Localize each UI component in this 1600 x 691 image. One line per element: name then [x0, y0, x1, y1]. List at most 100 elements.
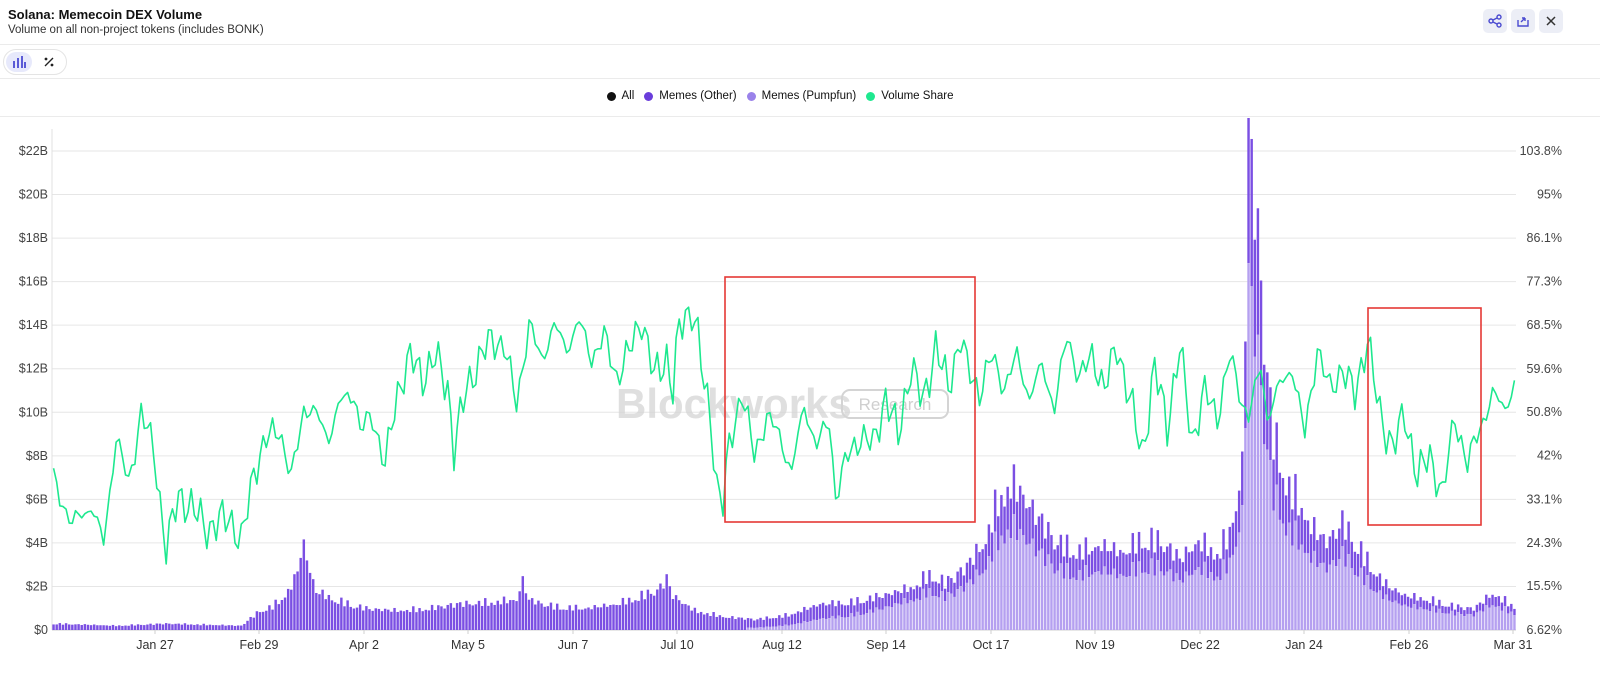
bar-memes-other — [227, 625, 230, 630]
legend-item-memes-other[interactable]: Memes (Other) — [644, 90, 737, 102]
percent-view-button[interactable] — [36, 52, 62, 72]
bar-memes-other — [1428, 603, 1432, 612]
watermark: Blockworks Research — [616, 380, 949, 427]
bar-memes-other — [1056, 545, 1059, 571]
bar-memes-pumpfun — [1300, 544, 1303, 630]
bar-memes-pumpfun — [1394, 600, 1397, 630]
bar-memes-pumpfun — [984, 569, 987, 630]
export-button[interactable] — [1511, 9, 1535, 33]
bar-memes-pumpfun — [1034, 556, 1038, 630]
bar-memes-pumpfun — [1065, 563, 1069, 630]
y-left-tick-label: $20B — [19, 188, 48, 202]
bar-memes-other — [1109, 551, 1113, 575]
bar-memes-other — [815, 606, 819, 621]
legend-item-volume-share[interactable]: Volume Share — [866, 90, 953, 102]
bar-memes-other — [1503, 596, 1507, 607]
bar-memes-pumpfun — [1069, 579, 1072, 630]
watermark-badge — [841, 389, 949, 419]
legend-dot-memes-pumpfun — [746, 91, 756, 101]
y-right-tick-label: 33.1% — [1527, 492, 1562, 506]
bar-memes-other — [1510, 603, 1513, 612]
bar-memes-pumpfun — [778, 625, 781, 630]
bar-memes-other — [1453, 609, 1457, 616]
bar-memes-pumpfun — [1306, 553, 1310, 630]
share-button[interactable] — [1483, 9, 1507, 33]
y-axis-left: $0 $2B $4B $6B $8B $10B $12B $14B $16B $18B $20B $2… — [19, 144, 48, 637]
bar-memes-other — [71, 624, 74, 630]
bar-memes-other — [1216, 554, 1219, 577]
bar-memes-other — [574, 604, 578, 630]
bar-memes-other — [430, 604, 434, 630]
bar-memes-other — [1469, 607, 1472, 615]
bar-view-button[interactable] — [6, 52, 32, 72]
bar-memes-other — [1435, 605, 1438, 613]
bar-memes-pumpfun — [1366, 575, 1369, 630]
bar-memes-other — [346, 600, 349, 630]
bar-memes-other — [671, 599, 675, 630]
bar-memes-other — [1131, 533, 1135, 563]
bar-memes-other — [972, 564, 975, 585]
bar-memes-pumpfun — [1403, 604, 1407, 630]
bar-memes-pumpfun — [1269, 460, 1272, 630]
bar-memes-pumpfun — [1384, 594, 1388, 630]
bar-memes-other — [1090, 551, 1094, 575]
bar-memes-other — [86, 624, 90, 630]
bar-memes-other — [859, 603, 862, 616]
bar-memes-other — [887, 593, 891, 607]
bar-memes-other — [537, 600, 540, 630]
bar-memes-pumpfun — [1009, 538, 1013, 630]
bar-memes-other — [374, 608, 377, 630]
bar-memes-other — [1313, 517, 1316, 551]
bar-memes-other — [925, 584, 928, 598]
bar-memes-other — [1281, 478, 1285, 524]
bar-memes-pumpfun — [1012, 514, 1016, 630]
bar-memes-other — [956, 571, 959, 590]
bar-memes-other — [99, 625, 102, 630]
bar-memes-other — [180, 624, 184, 630]
grid-lines — [51, 129, 1516, 631]
bar-memes-pumpfun — [1203, 561, 1206, 630]
chart-legend: All Memes (Other) Memes (Pumpfun) Volume… — [0, 90, 1560, 102]
bar-memes-other — [183, 623, 187, 630]
bar-memes-pumpfun — [959, 586, 962, 630]
bar-memes-other — [512, 600, 515, 630]
bar-memes-other — [602, 603, 606, 630]
bar-memes-other — [139, 624, 143, 630]
bar-memes-pumpfun — [1090, 574, 1094, 630]
legend-item-memes-pumpfun[interactable]: Memes (Pumpfun) — [746, 90, 856, 102]
bar-memes-other — [1491, 594, 1494, 606]
bar-memes-other — [418, 608, 421, 630]
bar-memes-other — [186, 624, 190, 630]
bar-memes-pumpfun — [1134, 576, 1138, 630]
bar-memes-other — [656, 589, 659, 630]
bar-memes-other — [121, 625, 124, 630]
bar-memes-other — [249, 616, 252, 630]
bar-memes-pumpfun — [1006, 529, 1009, 630]
bar-memes-pumpfun — [1303, 552, 1307, 630]
bar-memes-pumpfun — [900, 604, 903, 630]
bar-memes-other — [962, 575, 966, 592]
bar-memes-other — [1422, 600, 1425, 610]
bar-memes-other — [868, 595, 872, 610]
bar-memes-other — [1097, 546, 1100, 572]
bar-memes-pumpfun — [1231, 554, 1235, 630]
bar-memes-other — [1506, 606, 1510, 614]
bar-memes-pumpfun — [1309, 562, 1313, 630]
bar-memes-other — [1478, 602, 1482, 611]
bar-memes-other — [1047, 521, 1050, 555]
bar-memes-pumpfun — [1450, 610, 1454, 630]
y-left-tick-label: $12B — [19, 362, 48, 376]
bar-memes-other — [618, 605, 621, 630]
bar-memes-other — [118, 625, 121, 630]
bar-memes-other — [587, 607, 590, 630]
bar-memes-other — [1062, 556, 1066, 579]
bar-memes-pumpfun — [1187, 575, 1191, 630]
bar-memes-other — [1003, 506, 1006, 544]
highlight-box-2 — [1367, 307, 1482, 526]
bar-memes-pumpfun — [1369, 589, 1372, 630]
close-button[interactable] — [1539, 9, 1563, 33]
bar-memes-pumpfun — [1422, 609, 1425, 630]
x-tick-label: Dec 22 — [1180, 638, 1220, 652]
legend-item-all[interactable]: All — [606, 90, 634, 102]
bar-memes-pumpfun — [1350, 568, 1353, 630]
